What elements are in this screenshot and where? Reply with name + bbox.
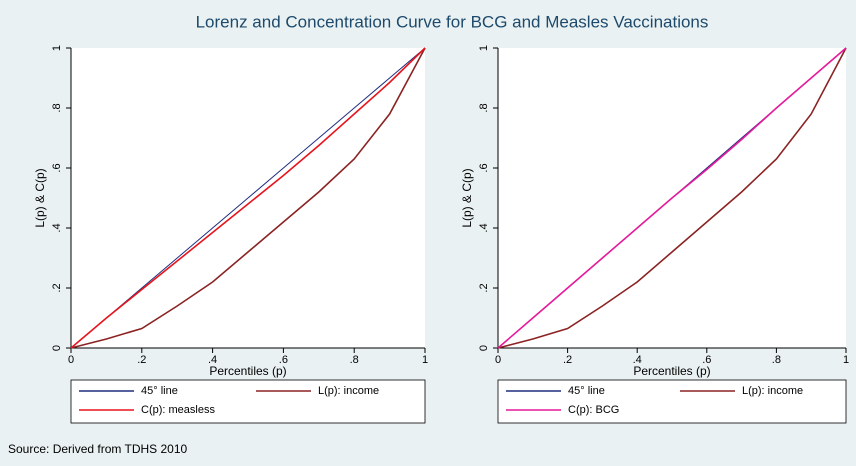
legend-label: C(p): measless — [141, 404, 215, 416]
y-tick-label: .8 — [478, 103, 490, 112]
legend-label: L(p): income — [318, 385, 379, 397]
series-line — [497, 47, 847, 349]
y-tick-label: 1 — [478, 45, 490, 51]
y-tick-label: .4 — [478, 223, 490, 232]
series-line — [497, 47, 847, 349]
series-line — [70, 47, 426, 349]
y-axis-label: L(p) & C(p) — [460, 168, 474, 227]
x-axis-label: Percentiles (p) — [633, 364, 710, 378]
y-tick-label: .4 — [51, 223, 63, 232]
x-tick-label: .8 — [772, 354, 781, 366]
y-tick-label: 0 — [51, 345, 63, 351]
legend-label: 45° line — [141, 385, 178, 397]
x-tick-label: 0 — [68, 354, 74, 366]
x-tick-label: .6 — [702, 354, 711, 366]
legend-label: L(p): income — [742, 385, 803, 397]
legend-box — [497, 379, 847, 424]
x-axis-label: Percentiles (p) — [209, 364, 286, 378]
x-tick-label: 1 — [843, 354, 849, 366]
figure-title: Lorenz and Concentration Curve for BCG a… — [196, 12, 709, 31]
y-tick-label: .2 — [51, 283, 63, 292]
x-tick-label: .4 — [633, 354, 642, 366]
y-tick-label: .2 — [478, 283, 490, 292]
x-tick-label: 0 — [495, 354, 501, 366]
source-note: Source: Derived from TDHS 2010 — [8, 442, 188, 456]
y-tick-label: .6 — [478, 163, 490, 172]
x-tick-label: .2 — [563, 354, 572, 366]
y-tick-label: .8 — [51, 103, 63, 112]
y-tick-label: 1 — [51, 45, 63, 51]
x-tick-label: .8 — [350, 354, 359, 366]
y-tick-label: 0 — [478, 345, 490, 351]
y-tick-label: .6 — [51, 163, 63, 172]
x-tick-label: 1 — [422, 354, 428, 366]
legend-label: 45° line — [568, 385, 605, 397]
x-tick-label: .6 — [279, 354, 288, 366]
legend-label: C(p): BCG — [568, 404, 619, 416]
series-line — [70, 47, 426, 349]
x-tick-label: .2 — [137, 354, 146, 366]
x-tick-label: .4 — [208, 354, 217, 366]
legend-box — [70, 379, 426, 424]
y-axis-label: L(p) & C(p) — [33, 168, 47, 227]
